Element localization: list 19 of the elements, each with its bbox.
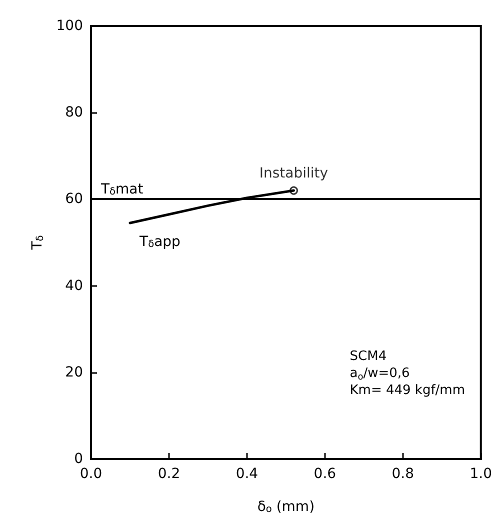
- y-tick-label: 20: [65, 364, 83, 380]
- x-tick-label: 1.0: [470, 466, 492, 482]
- annotation: Km= 449 kgf/mm: [350, 383, 466, 398]
- y-axis-title: Tδ: [30, 235, 46, 251]
- x-tick-label: 0.2: [158, 466, 180, 482]
- y-tick-label: 60: [65, 191, 83, 208]
- series-label: Tδapp: [138, 234, 181, 250]
- x-tick-label: 0.4: [236, 466, 258, 482]
- y-tick-label: 80: [65, 104, 83, 121]
- y-tick-label: 40: [65, 278, 83, 294]
- x-axis-title: δo (mm): [257, 498, 315, 516]
- x-tick-label: 0.0: [80, 466, 102, 482]
- x-tick-label: 0.6: [314, 466, 336, 482]
- ref-line-label: Tδmat: [100, 181, 144, 198]
- x-tick-label: 0.8: [392, 466, 414, 482]
- annotation: Instability: [259, 165, 328, 182]
- y-tick-label: 100: [56, 18, 83, 34]
- y-tick-label: 0: [74, 451, 83, 467]
- annotation: SCM4: [350, 349, 387, 364]
